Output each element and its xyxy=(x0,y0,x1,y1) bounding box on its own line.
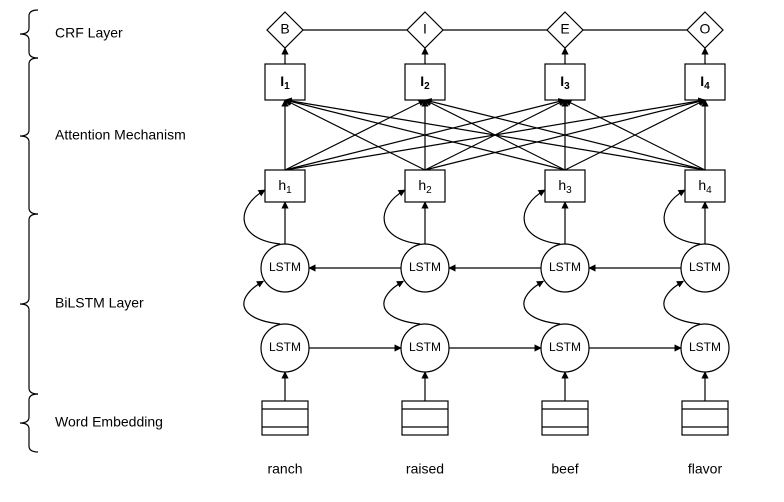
crf-tag-0: B xyxy=(280,21,289,37)
layer-label-attention: Attention Mechanism xyxy=(55,127,186,143)
word-label-2: beef xyxy=(551,461,578,477)
word-embedding-0 xyxy=(262,401,308,435)
lstm-label-bw-1: LSTM xyxy=(409,260,441,274)
lstm-label-fw-1: LSTM xyxy=(409,340,441,354)
brace-attention xyxy=(20,58,38,214)
crf-tag-1: I xyxy=(423,21,427,37)
layer-label-bilstm: BiLSTM Layer xyxy=(55,295,144,311)
crf-tag-2: E xyxy=(560,21,569,37)
lstm-label-bw-2: LSTM xyxy=(549,260,581,274)
lstm-label-fw-2: LSTM xyxy=(549,340,581,354)
word-embedding-1 xyxy=(402,401,448,435)
word-label-3: flavor xyxy=(688,461,723,477)
layer-label-crf: CRF Layer xyxy=(55,25,123,41)
lstm-label-bw-0: LSTM xyxy=(269,260,301,274)
word-embedding-3 xyxy=(682,401,728,435)
lstm-label-bw-3: LSTM xyxy=(689,260,721,274)
crf-tag-3: O xyxy=(700,21,711,37)
word-label-1: raised xyxy=(406,461,444,477)
brace-embedding xyxy=(20,394,38,452)
lstm-label-fw-3: LSTM xyxy=(689,340,721,354)
brace-crf xyxy=(20,10,38,58)
word-label-0: ranch xyxy=(267,461,302,477)
layer-label-embedding: Word Embedding xyxy=(55,414,163,430)
word-embedding-2 xyxy=(542,401,588,435)
bilstm-crf-architecture-diagram: CRF Layer Attention Mechanism BiLSTM Layer… xyxy=(0,0,784,502)
brace-bilstm xyxy=(20,214,38,394)
lstm-label-fw-0: LSTM xyxy=(269,340,301,354)
